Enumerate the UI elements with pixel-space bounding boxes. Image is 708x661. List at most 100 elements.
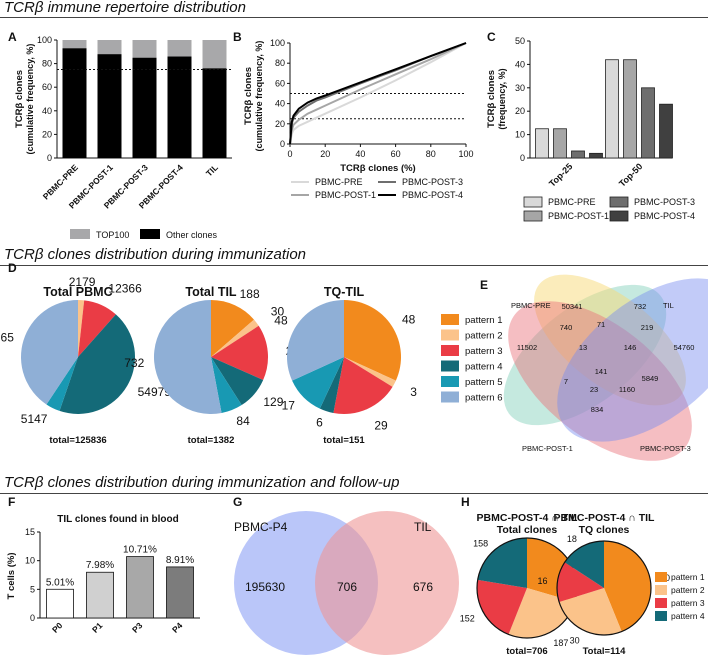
d-legend-label: pattern 6 <box>465 393 503 404</box>
b-legend-label: PBMC-POST-3 <box>402 177 463 187</box>
a-bar-top100 <box>132 40 157 58</box>
c-legend-label: PBMC-POST-1 <box>548 211 609 221</box>
section-divider <box>0 17 708 18</box>
c-x-tick-label: Top-50 <box>617 161 644 188</box>
c-y-axis-title: TCRβ clones <box>486 70 497 128</box>
f-bar <box>86 571 114 619</box>
d-pie-slice <box>153 300 222 414</box>
a-bar-other-clones <box>62 48 87 159</box>
e-venn-count: 54760 <box>674 343 695 352</box>
d-pie-value-label: 30 <box>271 305 285 319</box>
d-pie-value-label: 5147 <box>21 412 48 426</box>
a-legend-label: Other clones <box>166 230 218 240</box>
f-bar <box>46 588 74 619</box>
a-bar-other-clones <box>202 68 227 158</box>
e-venn-set-label: PBMC-POST-1 <box>522 444 573 453</box>
c-bar <box>605 59 619 159</box>
d-pie-value-label: 3 <box>410 385 417 399</box>
d-pie-value-label: 54979 <box>138 385 172 399</box>
e-venn-count: 13 <box>579 343 587 352</box>
d-pie-value-label: 732 <box>124 356 144 370</box>
h-pie-total: Total=114 <box>583 646 627 657</box>
g-venn-count: 676 <box>413 580 433 594</box>
f-x-tick-label: P1 <box>90 620 105 635</box>
e-venn-count: 50341 <box>562 302 583 311</box>
d-pie-title: TQ-TIL <box>324 285 365 299</box>
d-pie-slice <box>319 357 344 413</box>
d-pie-slice <box>59 314 136 415</box>
d-pie-value-label: 12366 <box>108 281 142 295</box>
c-legend-swatch <box>523 196 543 208</box>
f-x-tick-label: P4 <box>170 620 185 635</box>
a-legend-swatch-top100 <box>70 229 90 239</box>
e-venn-count: 740 <box>560 323 573 332</box>
d-legend-swatch <box>441 391 459 403</box>
c-legend-label: PBMC-PRE <box>548 197 596 207</box>
g-venn-set-label: TIL <box>414 520 432 534</box>
d-pie-slice <box>78 300 116 357</box>
b-series-line <box>289 42 467 145</box>
d-pie-value-label: 6 <box>316 416 323 430</box>
d-pie-slice <box>287 300 344 381</box>
a-bar-other-clones <box>97 54 122 158</box>
d-pie-value-label: 2179 <box>69 275 96 289</box>
e-venn-count: 732 <box>634 302 647 311</box>
d-pie-slice <box>333 357 393 414</box>
f-data-label: 10.71% <box>123 545 157 556</box>
b-x-tick-label: 20 <box>320 149 330 159</box>
c-bar <box>659 103 673 159</box>
e-venn-count: 146 <box>624 343 637 352</box>
section-divider <box>0 493 708 494</box>
d-legend-label: pattern 2 <box>465 331 503 342</box>
h-legend-swatch <box>655 585 667 595</box>
c-bar <box>553 128 567 159</box>
a-x-tick-label: TIL <box>204 162 220 178</box>
f-data-label: 5.01% <box>46 577 74 588</box>
d-legend-label: pattern 4 <box>465 362 503 373</box>
e-venn-set <box>534 274 686 406</box>
b-x-tick-label: 40 <box>355 149 365 159</box>
c-bar <box>589 152 603 159</box>
e-venn-set-label: TIL <box>663 301 674 310</box>
d-pie-slice <box>344 357 396 387</box>
f-chart-title: TIL clones found in blood <box>57 514 178 525</box>
g-venn-count: 706 <box>337 580 357 594</box>
d-pie-slice <box>344 300 401 381</box>
e-venn-set-label: PBMC-PRE <box>511 301 551 310</box>
e-venn-set <box>508 301 692 461</box>
panel-letter-h: H <box>461 495 470 509</box>
panel-letter-a: A <box>8 30 17 44</box>
b-x-tick-label: 0 <box>287 149 292 159</box>
b-series-line <box>289 42 467 145</box>
b-x-tick-label: 100 <box>458 149 473 159</box>
a-bar-top100 <box>97 40 122 55</box>
panel-letter-c: C <box>487 30 496 44</box>
e-venn-count: 219 <box>641 323 654 332</box>
d-pie-title: Total TIL <box>185 285 237 299</box>
c-y-tick-label: 0 <box>520 153 525 163</box>
b-legend-label: PBMC-PRE <box>315 177 363 187</box>
d-pie-slice <box>211 357 264 406</box>
d-pie-value-label: 29 <box>374 419 388 433</box>
d-legend-swatch <box>441 360 459 372</box>
b-y-tick-label: 100 <box>270 38 285 48</box>
panel-letter-e: E <box>480 278 488 292</box>
d-pie-total: total=1382 <box>188 435 235 446</box>
a-legend-swatch-other <box>140 229 160 239</box>
d-legend-swatch <box>441 329 459 341</box>
h-pie-subtitle: TQ clones <box>579 524 630 536</box>
a-bar-top100 <box>167 40 192 57</box>
d-pie-value-label: 129 <box>263 395 283 409</box>
b-y-axis-title-sub: (cumulative frequency, %) <box>254 41 264 152</box>
c-bar <box>641 87 655 159</box>
f-bar <box>166 566 194 619</box>
a-legend-label: TOP100 <box>96 230 129 240</box>
h-pie-total: total=706 <box>506 646 547 657</box>
e-venn-count: 11502 <box>517 343 537 352</box>
d-legend-label: pattern 5 <box>465 377 503 388</box>
h-pie-slice <box>604 541 652 632</box>
g-venn-set-label: PBMC-P4 <box>234 520 288 534</box>
f-data-label: 8.91% <box>166 555 194 566</box>
d-pie-total: total=151 <box>323 435 365 446</box>
